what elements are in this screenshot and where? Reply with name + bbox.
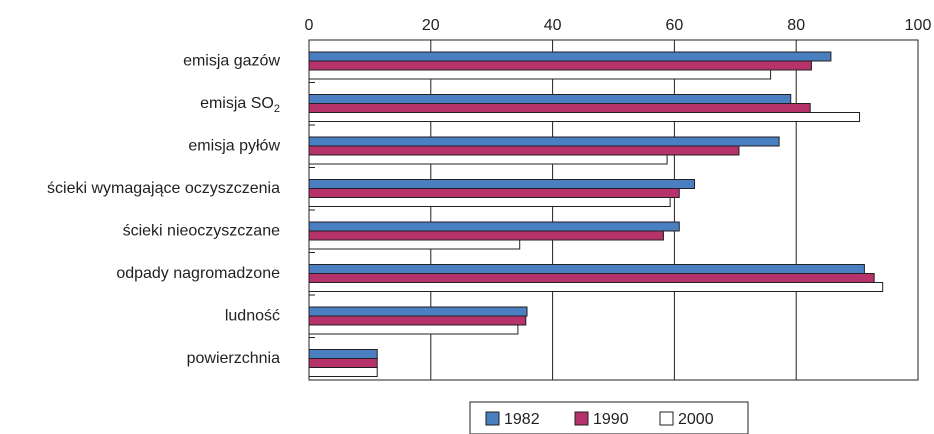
category-label-0: emisja gazów: [183, 52, 280, 69]
legend-swatch-1990: [574, 411, 589, 426]
tick-label-0: 0: [305, 17, 314, 34]
tick-label-80: 80: [787, 17, 805, 34]
legend-label-1982: 1982: [504, 411, 540, 428]
bar-1982-2: [308, 136, 780, 147]
tick-label-20: 20: [422, 17, 440, 34]
bar-1982-6: [308, 306, 528, 317]
legend-swatch-2000: [659, 411, 674, 426]
bar-1990-5: [308, 273, 875, 283]
tick-label-60: 60: [666, 17, 684, 34]
category-labels: emisja gazów emisja SO2 emisja pyłów ścieki…: [47, 52, 280, 367]
legend: 1982 1990 2000: [469, 401, 749, 434]
bar-1990-7: [308, 358, 378, 368]
bars: [308, 51, 884, 377]
bar-1990-6: [308, 315, 527, 326]
bar-1990-2: [308, 145, 740, 156]
bar-1982-3: [308, 179, 695, 189]
bar-1990-0: [308, 60, 812, 71]
category-label-7: powierzchnia: [187, 350, 280, 367]
plot-frame: [308, 39, 919, 381]
bar-2000-6: [308, 324, 519, 335]
bar-2000-3: [308, 197, 671, 207]
bar-2000-4: [308, 239, 521, 250]
legend-swatch-1982: [485, 411, 500, 426]
bar-1990-4: [308, 230, 664, 241]
legend-label-2000: 2000: [678, 411, 714, 428]
bar-2000-5: [308, 282, 884, 292]
category-label-2: emisja pyłów: [188, 137, 280, 154]
bar-1990-1: [308, 103, 811, 113]
bar-2000-1: [308, 112, 861, 122]
bar-1982-7: [308, 349, 378, 359]
x-axis-ticks: 0 20 40 60 80 100: [305, 17, 932, 34]
category-label-3: ścieki wymagające oczyszczenia: [47, 180, 280, 197]
category-label-4: ścieki nieoczyszczane: [123, 222, 281, 239]
bar-2000-0: [308, 69, 772, 80]
bar-1982-1: [308, 94, 792, 104]
category-label-6: ludność: [225, 307, 280, 324]
bar-1982-5: [308, 264, 865, 274]
bar-2000-7: [308, 367, 378, 377]
legend-label-1990: 1990: [593, 411, 629, 428]
tick-label-100: 100: [905, 17, 932, 34]
bar-1982-0: [308, 51, 832, 62]
tick-label-40: 40: [544, 17, 562, 34]
bar-1982-4: [308, 221, 680, 232]
bar-1990-3: [308, 188, 680, 198]
category-label-5: odpady nagromadzone: [116, 265, 280, 282]
category-label-1: emisja SO2: [200, 95, 280, 115]
bar-2000-2: [308, 154, 668, 165]
legend-frame: [469, 401, 749, 434]
